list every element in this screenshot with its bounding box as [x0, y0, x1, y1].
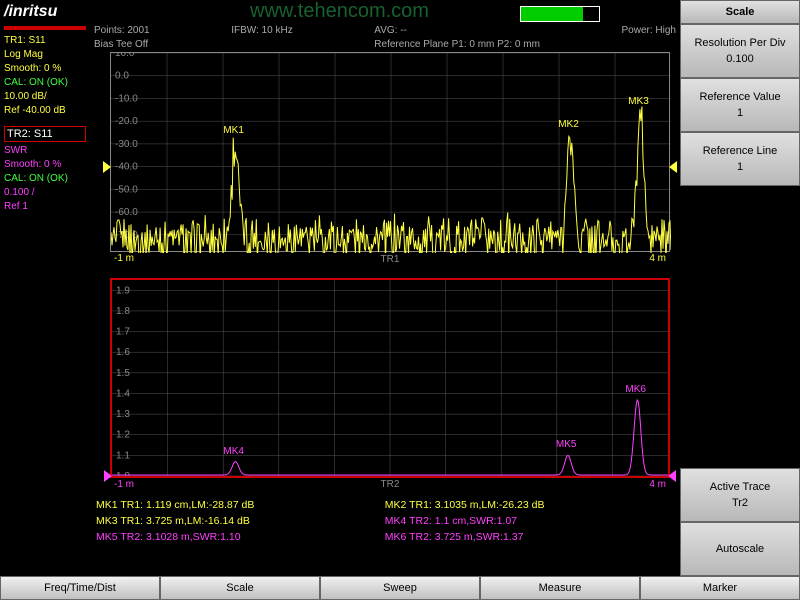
right-menu: Scale Resolution Per Div 0.100 Reference… [680, 0, 800, 576]
tr2-scale: 0.100 / [4, 186, 86, 200]
tr2-title: TR2: S11 [7, 128, 53, 140]
battery-indicator [520, 6, 600, 22]
tr2-x-left: -1 m [114, 479, 134, 490]
plot-info-bar: Points: 2001 Bias Tee Off IFBW: 10 kHz A… [90, 24, 680, 52]
svg-text:1.5: 1.5 [116, 368, 130, 379]
tr1-cal: CAL: ON (OK) [4, 76, 86, 90]
svg-text:-60.0: -60.0 [115, 207, 138, 218]
tr1-x-right: 4 m [649, 253, 666, 264]
tr2-label: TR2 [381, 479, 400, 490]
tr1-x-left: -1 m [114, 253, 134, 264]
tr1-ref: Ref -40.00 dB [4, 104, 86, 118]
watermark-text: www.tehencom.com [250, 0, 429, 23]
svg-text:1.9: 1.9 [116, 285, 130, 296]
tr2-smooth: Smooth: 0 % [4, 158, 86, 172]
svg-text:1.3: 1.3 [116, 409, 130, 420]
points-label: Points: 2001 [94, 24, 150, 38]
scale-button[interactable]: Scale [160, 576, 320, 600]
mk3-readout: MK3 TR1: 3.725 m,LM:-16.14 dB [96, 514, 383, 528]
anritsu-logo: /inritsu [4, 3, 57, 21]
ifbw-label: IFBW: 10 kHz [231, 24, 293, 52]
marker-readout-table: MK1 TR1: 1.119 cm,LM:-28.87 dB MK2 TR1: … [90, 494, 680, 548]
mk4-readout: MK4 TR2: 1.1 cm,SWR:1.07 [385, 514, 674, 528]
mk1-readout: MK1 TR1: 1.119 cm,LM:-28.87 dB [96, 498, 383, 512]
tr1-format: Log Mag [4, 48, 86, 62]
svg-text:1.2: 1.2 [116, 430, 130, 441]
svg-text:1.6: 1.6 [116, 347, 130, 358]
tr1-title: TR1: S11 [4, 34, 86, 48]
tr1-scale: 10.00 dB/ [4, 90, 86, 104]
bias-label: Bias Tee Off [94, 38, 150, 52]
tr1-smooth: Smooth: 0 % [4, 62, 86, 76]
svg-text:-50.0: -50.0 [115, 184, 138, 195]
svg-text:-20.0: -20.0 [115, 116, 138, 127]
tr1-label: TR1 [381, 254, 400, 265]
reference-value-button[interactable]: Reference Value 1 [680, 78, 800, 132]
active-trace-button[interactable]: Active Trace Tr2 [680, 468, 800, 522]
measure-button[interactable]: Measure [480, 576, 640, 600]
scale-menu-header[interactable]: Scale [680, 0, 800, 24]
svg-text:-30.0: -30.0 [115, 139, 138, 150]
svg-text:-10.0: -10.0 [115, 93, 138, 104]
mk6-readout: MK6 TR2: 3.725 m,SWR:1.37 [385, 530, 674, 544]
svg-text:0.0: 0.0 [115, 71, 129, 82]
avg-label: AVG: -- [374, 24, 540, 38]
mk5-readout: MK5 TR2: 3.1028 m,SWR:1.10 [96, 530, 383, 544]
plot-tr2[interactable]: 1.91.81.71.61.51.41.31.21.11.0 TR2 MK4MK… [110, 278, 670, 478]
svg-text:10.0: 10.0 [115, 53, 135, 59]
sweep-button[interactable]: Sweep [320, 576, 480, 600]
tr2-ref: Ref 1 [4, 200, 86, 214]
trace-info-panel: TR1: S11 Log Mag Smooth: 0 % CAL: ON (OK… [0, 24, 90, 576]
svg-text:1.8: 1.8 [116, 306, 130, 317]
tr2-format: SWR [4, 144, 86, 158]
marker-button[interactable]: Marker [640, 576, 800, 600]
freq-time-dist-button[interactable]: Freq/Time/Dist [0, 576, 160, 600]
svg-text:1.4: 1.4 [116, 388, 130, 399]
svg-text:1.1: 1.1 [116, 450, 130, 461]
refplane-label: Reference Plane P1: 0 mm P2: 0 mm [374, 38, 540, 52]
mk2-readout: MK2 TR1: 3.1035 m,LM:-26.23 dB [385, 498, 674, 512]
resolution-per-div-button[interactable]: Resolution Per Div 0.100 [680, 24, 800, 78]
svg-text:1.7: 1.7 [116, 327, 130, 338]
tr2-x-right: 4 m [649, 479, 666, 490]
reference-line-button[interactable]: Reference Line 1 [680, 132, 800, 186]
tr2-cal: CAL: ON (OK) [4, 172, 86, 186]
svg-text:-40.0: -40.0 [115, 162, 138, 173]
autoscale-button[interactable]: Autoscale [680, 522, 800, 576]
power-label: Power: High [622, 24, 676, 52]
plot-tr1[interactable]: 10.00.0-10.0-20.0-30.0-40.0-50.0-60.0-70… [110, 52, 670, 252]
